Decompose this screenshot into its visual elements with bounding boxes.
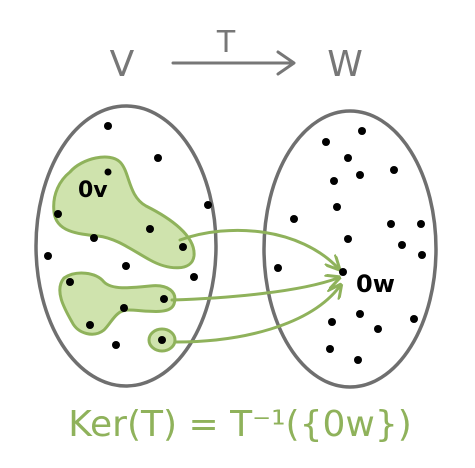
point (104, 122, 112, 130)
kernel-blob-middle (58, 271, 177, 336)
kernel-arrow-middle (170, 278, 338, 302)
point (354, 356, 362, 364)
point (44, 252, 52, 260)
point (86, 321, 94, 329)
kernel-arrow-top (178, 228, 338, 268)
point (274, 264, 282, 272)
point (66, 278, 74, 286)
point (344, 235, 352, 243)
point (90, 234, 98, 242)
point (387, 220, 395, 228)
domain-ellipse-v (34, 104, 218, 388)
point (333, 203, 341, 211)
domain-label-v: V (110, 44, 135, 85)
map-arrow (171, 50, 296, 76)
point (344, 154, 352, 162)
point (160, 295, 168, 303)
point (104, 168, 112, 176)
point (326, 345, 334, 353)
point (179, 243, 187, 251)
point (356, 171, 364, 179)
point (410, 315, 418, 323)
point (120, 304, 128, 312)
point (398, 241, 406, 249)
point (330, 177, 338, 185)
point (418, 251, 426, 259)
point (358, 127, 366, 135)
point (190, 273, 198, 281)
kernel-mapping-arrows (170, 228, 340, 344)
point (158, 336, 166, 344)
codomain-label-w: W (327, 44, 363, 85)
point (374, 325, 382, 333)
kernel-formula: Ker(T) = T⁻¹({0w}) (68, 404, 412, 445)
point (154, 154, 162, 162)
kernel-blob-large (52, 155, 196, 270)
zero-v-label: 0v (78, 178, 108, 203)
domain-points (44, 122, 212, 349)
point (54, 210, 62, 218)
point (390, 166, 398, 174)
point (204, 201, 212, 209)
point (290, 215, 298, 223)
kernel-arrow-bottom (174, 286, 340, 344)
zero-w-label: 0w (356, 270, 395, 298)
codomain-ellipse-w (262, 109, 438, 389)
point (322, 138, 330, 146)
point (356, 310, 364, 318)
zero-w-point (339, 268, 347, 276)
point (146, 225, 154, 233)
point (417, 220, 425, 228)
kernel-region (52, 155, 196, 353)
codomain-points (274, 127, 426, 364)
point (328, 318, 336, 326)
point (112, 341, 120, 349)
map-label-t: T (216, 25, 236, 60)
point (122, 262, 130, 270)
